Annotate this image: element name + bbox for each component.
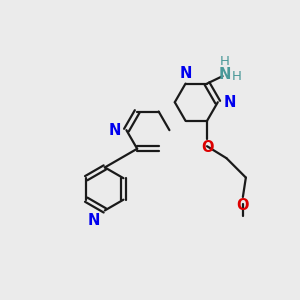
Text: N: N	[88, 213, 100, 228]
Text: O: O	[201, 140, 213, 155]
Text: N: N	[219, 67, 231, 82]
Text: O: O	[237, 199, 249, 214]
Text: H: H	[220, 55, 230, 68]
Text: N: N	[109, 123, 121, 138]
Text: N: N	[223, 95, 236, 110]
Text: N: N	[179, 66, 192, 81]
Text: H: H	[232, 70, 242, 83]
